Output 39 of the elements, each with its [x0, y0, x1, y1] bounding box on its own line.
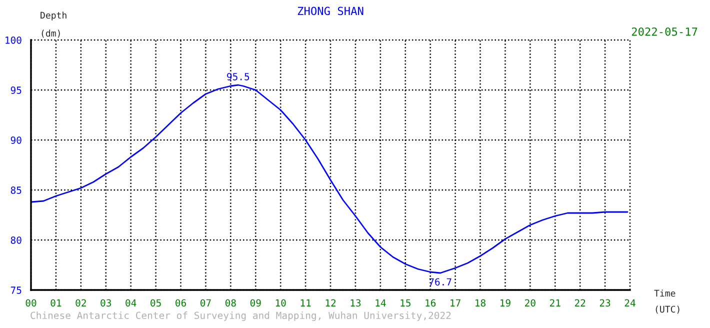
x-tick-label: 19: [500, 299, 510, 307]
x-tick-label: 04: [126, 299, 136, 307]
x-tick-label: 18: [476, 299, 486, 307]
x-tick-label: 01: [50, 299, 62, 307]
y-tick-label: 95: [10, 86, 22, 94]
y-axis-title: Depth (dm): [40, 12, 66, 38]
x-tick-label: 24: [624, 299, 636, 306]
chart-title: ZHONG SHAN: [298, 6, 364, 16]
x-tick-label: 11: [300, 299, 311, 306]
y-tick-label: 100: [6, 36, 22, 44]
x-tick-label: 02: [76, 299, 86, 307]
x-tick-label: 12: [326, 299, 336, 306]
x-tick-label: 14: [376, 299, 386, 306]
x-tick-label: 21: [550, 299, 560, 306]
y-tick-label: 85: [10, 186, 22, 194]
x-tick-label: 16: [426, 299, 436, 307]
x-tick-label: 17: [450, 299, 460, 306]
x-tick-label: 00: [26, 299, 36, 307]
x-tick-label: 23: [600, 299, 610, 307]
x-axis-title: Time (UTC): [654, 290, 680, 314]
annotation: 76.7: [429, 278, 452, 286]
annotation: 95.5: [227, 72, 250, 80]
x-tick-label: 06: [176, 299, 186, 307]
x-tick-label: 15: [400, 299, 410, 307]
x-tick-label: 20: [525, 299, 536, 307]
y-tick-label: 90: [10, 136, 22, 144]
x-tick-label: 13: [350, 299, 361, 307]
x-tick-label: 07: [200, 299, 211, 307]
line-series: [31, 84, 628, 274]
text: 2022-05-17: [632, 27, 698, 36]
text: Chinese Antarctic Center of Surveying and Mapping, Wuhan University,2022: [30, 312, 451, 321]
x-tick-label: 05: [150, 299, 161, 307]
x-tick-label: 22: [574, 299, 586, 306]
x-tick-label: 10: [276, 299, 286, 307]
y-tick-label: 75: [10, 286, 22, 294]
x-tick-label: 08: [225, 299, 236, 307]
y-tick-label: 80: [10, 236, 22, 244]
x-tick-label: 09: [250, 299, 261, 307]
x-tick-label: 03: [100, 299, 111, 307]
